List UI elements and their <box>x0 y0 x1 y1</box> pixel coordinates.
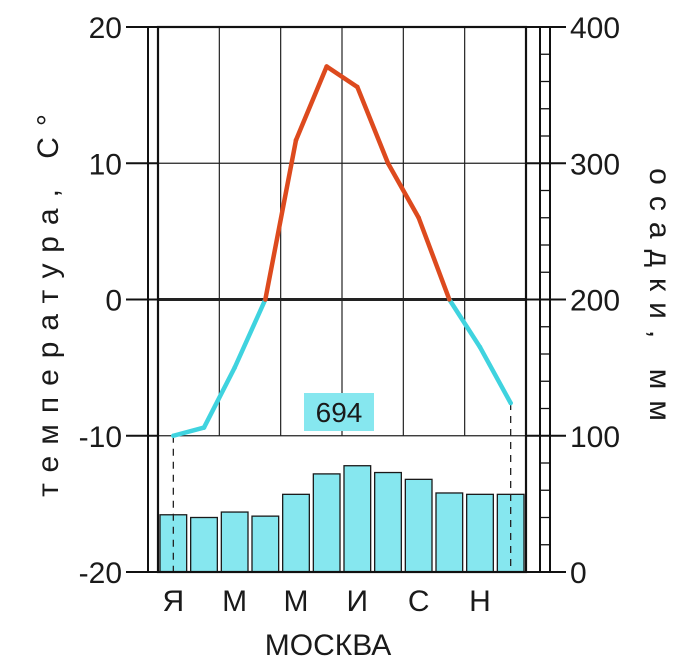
temp-segment-cold <box>447 297 483 350</box>
month-label: М <box>222 585 247 618</box>
temp-tick-label: 20 <box>89 12 122 45</box>
precip-bar <box>404 478 433 573</box>
temp-point <box>263 297 268 302</box>
temp-segment-warm <box>324 64 360 90</box>
precip-bar <box>190 516 218 573</box>
temp-point <box>232 365 237 370</box>
precip-tick-label: 300 <box>570 148 620 181</box>
temp-segment-cold <box>477 344 513 406</box>
temp-point <box>416 215 421 220</box>
temp-point <box>324 64 329 69</box>
total-precip-annotation: 694 <box>304 393 374 431</box>
precip-bar <box>282 493 310 573</box>
temp-segment-warm <box>293 64 329 143</box>
temp-point <box>477 344 483 350</box>
precip-bar <box>466 493 494 573</box>
precip-bar <box>251 515 280 573</box>
temp-segment-cold <box>232 297 268 370</box>
temp-segment-warm <box>416 215 452 302</box>
temp-tick-label: -20 <box>79 557 122 590</box>
precip-bar <box>374 471 402 573</box>
precip-bar <box>312 473 341 573</box>
total-precip-label: 694 <box>316 397 363 428</box>
month-label: М <box>284 585 309 618</box>
precip-tick-label: 200 <box>570 285 620 318</box>
month-label: Н <box>469 585 491 618</box>
precip-bar <box>343 465 372 573</box>
grid <box>158 27 526 437</box>
temp-point <box>201 425 207 430</box>
precip-tick-label: 400 <box>570 12 620 45</box>
temp-segment-cold <box>201 365 237 430</box>
temp-point <box>171 433 176 438</box>
total-precip-box <box>304 393 374 431</box>
month-label: С <box>408 585 430 618</box>
precipitation-bars <box>159 465 525 573</box>
temp-tick-label: 10 <box>89 148 122 181</box>
temp-tick-label: 0 <box>105 285 122 318</box>
chart-title: МОСКВА <box>265 629 392 662</box>
temp-point <box>447 297 452 302</box>
month-label: Я <box>162 585 184 618</box>
temp-segment-warm <box>385 161 421 220</box>
precip-tick-label: 0 <box>570 557 587 590</box>
temp-point <box>293 137 299 143</box>
temp-segment-warm <box>263 137 299 302</box>
temperature-line <box>171 64 513 438</box>
month-label: И <box>347 585 369 618</box>
precip-tick-label: 100 <box>570 421 620 454</box>
guide-dashes <box>172 403 512 572</box>
temp-point <box>508 400 513 406</box>
temperature-axis-title: температура, С° <box>32 103 65 497</box>
precipitation-axis-title: осадки, мм <box>643 168 675 432</box>
precip-bar <box>220 511 249 573</box>
temp-point <box>355 84 360 90</box>
precip-bar <box>435 492 464 573</box>
temp-segment-warm <box>355 84 391 166</box>
temp-point <box>385 161 391 166</box>
temp-segment-cold <box>171 425 207 438</box>
temp-tick-label: -10 <box>79 421 122 454</box>
